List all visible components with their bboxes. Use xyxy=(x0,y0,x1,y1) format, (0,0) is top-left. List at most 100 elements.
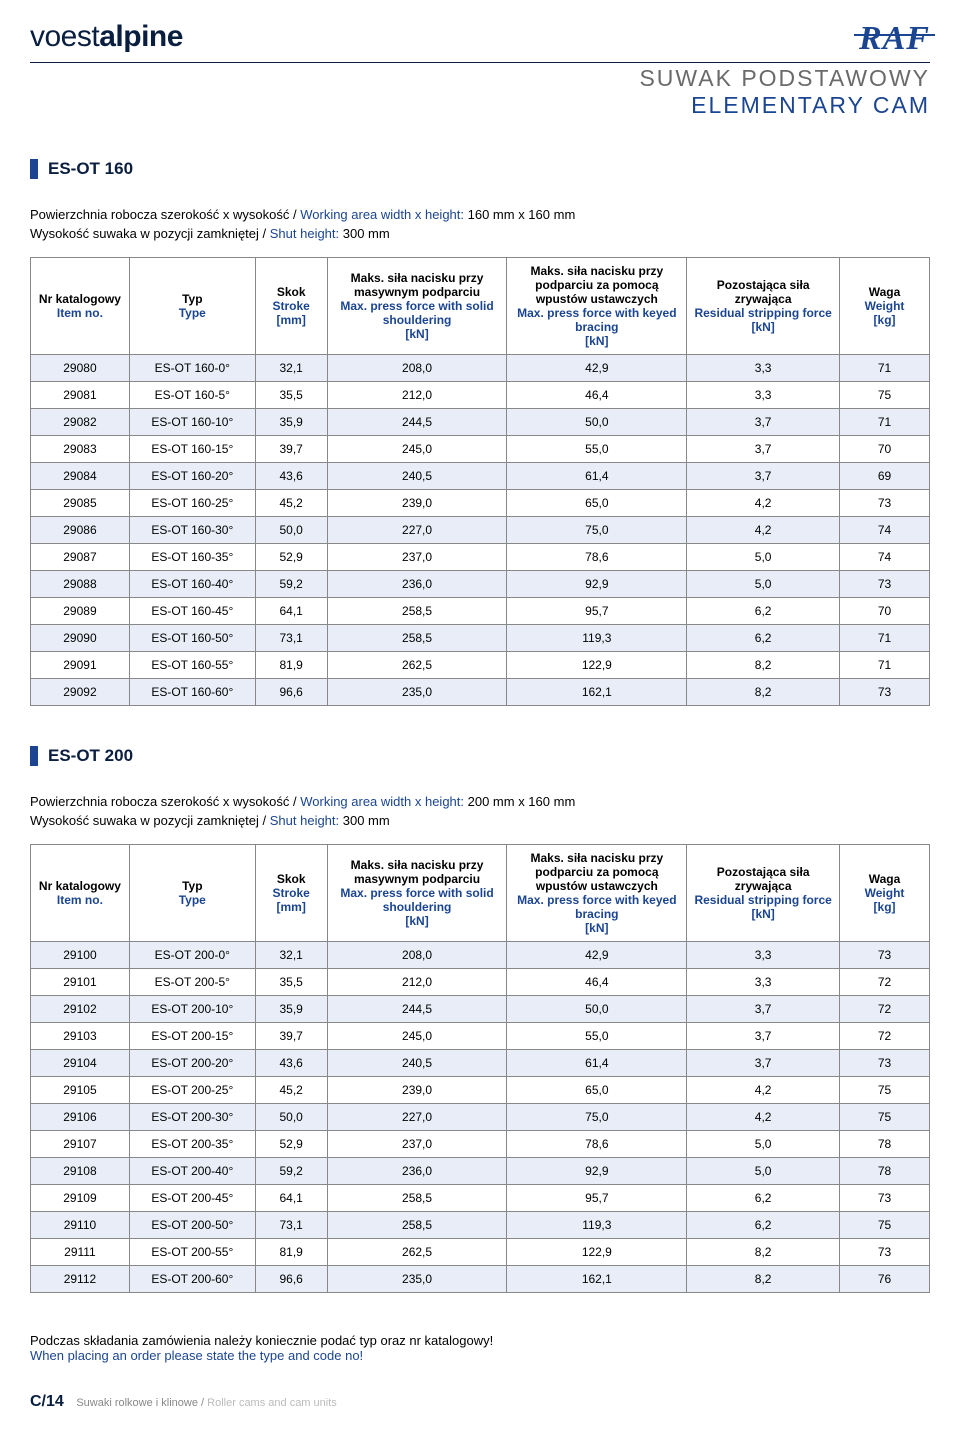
spec-block: Powierzchnia robocza szerokość x wysokoś… xyxy=(30,207,930,241)
table-cell: 64,1 xyxy=(255,598,327,625)
column-header: Pozostająca siła zrywającaResidual strip… xyxy=(687,845,840,942)
table-cell: 74 xyxy=(840,517,930,544)
table-cell: 29084 xyxy=(31,463,130,490)
table-cell: 35,9 xyxy=(255,409,327,436)
column-header: Nr katalogowyItem no. xyxy=(31,845,130,942)
table-cell: ES-OT 200-55° xyxy=(129,1239,255,1266)
table-cell: 29111 xyxy=(31,1239,130,1266)
order-footnote: Podczas składania zamówienia należy koni… xyxy=(30,1333,930,1363)
logo-part-a: voest xyxy=(30,20,99,53)
table-cell: 35,5 xyxy=(255,382,327,409)
table-cell: ES-OT 160-25° xyxy=(129,490,255,517)
table-row: 29086ES-OT 160-30°50,0227,075,04,274 xyxy=(31,517,930,544)
table-cell: 3,3 xyxy=(687,382,840,409)
table-cell: ES-OT 200-40° xyxy=(129,1158,255,1185)
table-cell: 55,0 xyxy=(507,1023,687,1050)
table-cell: 81,9 xyxy=(255,1239,327,1266)
table-cell: 50,0 xyxy=(507,996,687,1023)
table-cell: 29100 xyxy=(31,942,130,969)
header-rule xyxy=(30,62,930,63)
table-cell: 45,2 xyxy=(255,1077,327,1104)
column-header: Maks. siła nacisku przy podparciu za pom… xyxy=(507,845,687,942)
table-cell: 78,6 xyxy=(507,1131,687,1158)
table-cell: 75 xyxy=(840,1104,930,1131)
table-cell: 29105 xyxy=(31,1077,130,1104)
table-cell: ES-OT 200-5° xyxy=(129,969,255,996)
table-cell: 237,0 xyxy=(327,1131,507,1158)
table-cell: 227,0 xyxy=(327,1104,507,1131)
page-caption-pl: Suwaki rolkowe i klinowe / xyxy=(76,1397,207,1409)
table-cell: 95,7 xyxy=(507,598,687,625)
table-cell: 42,9 xyxy=(507,355,687,382)
table-cell: 92,9 xyxy=(507,571,687,598)
table-cell: ES-OT 160-0° xyxy=(129,355,255,382)
table-cell: 29106 xyxy=(31,1104,130,1131)
table-cell: 74 xyxy=(840,544,930,571)
table-cell: 72 xyxy=(840,996,930,1023)
table-cell: 122,9 xyxy=(507,652,687,679)
table-cell: 239,0 xyxy=(327,490,507,517)
table-cell: 4,2 xyxy=(687,490,840,517)
table-cell: 92,9 xyxy=(507,1158,687,1185)
table-cell: 75,0 xyxy=(507,517,687,544)
table-row: 29082ES-OT 160-10°35,9244,550,03,771 xyxy=(31,409,930,436)
table-cell: 29090 xyxy=(31,625,130,652)
table-cell: 73,1 xyxy=(255,625,327,652)
table-cell: 81,9 xyxy=(255,652,327,679)
table-cell: 208,0 xyxy=(327,355,507,382)
table-cell: 73 xyxy=(840,571,930,598)
table-cell: ES-OT 160-10° xyxy=(129,409,255,436)
column-header: Nr katalogowyItem no. xyxy=(31,258,130,355)
table-cell: 8,2 xyxy=(687,1239,840,1266)
table-cell: ES-OT 200-20° xyxy=(129,1050,255,1077)
table-cell: 75 xyxy=(840,1212,930,1239)
table-cell: 3,7 xyxy=(687,436,840,463)
column-header: Maks. siła nacisku przy podparciu za pom… xyxy=(507,258,687,355)
table-cell: 212,0 xyxy=(327,382,507,409)
table-cell: 73,1 xyxy=(255,1212,327,1239)
column-header: SkokStroke[mm] xyxy=(255,258,327,355)
table-cell: 162,1 xyxy=(507,679,687,706)
table-cell: 236,0 xyxy=(327,1158,507,1185)
table-row: 29103ES-OT 200-15°39,7245,055,03,772 xyxy=(31,1023,930,1050)
column-header: TypType xyxy=(129,845,255,942)
table-cell: ES-OT 160-5° xyxy=(129,382,255,409)
table-cell: 6,2 xyxy=(687,598,840,625)
table-cell: 29085 xyxy=(31,490,130,517)
section: ES-OT 200Powierzchnia robocza szerokość … xyxy=(30,746,930,1293)
table-cell: 262,5 xyxy=(327,652,507,679)
table-cell: 43,6 xyxy=(255,1050,327,1077)
table-cell: ES-OT 200-45° xyxy=(129,1185,255,1212)
table-cell: 6,2 xyxy=(687,625,840,652)
subtitle-block: SUWAK PODSTAWOWY ELEMENTARY CAM xyxy=(30,65,930,119)
table-cell: 46,4 xyxy=(507,969,687,996)
table-cell: ES-OT 200-30° xyxy=(129,1104,255,1131)
column-header: Maks. siła nacisku przy masywnym podparc… xyxy=(327,845,507,942)
table-cell: 5,0 xyxy=(687,1131,840,1158)
table-cell: 29088 xyxy=(31,571,130,598)
table-cell: ES-OT 200-10° xyxy=(129,996,255,1023)
table-cell: ES-OT 160-15° xyxy=(129,436,255,463)
table-cell: ES-OT 160-35° xyxy=(129,544,255,571)
table-cell: 122,9 xyxy=(507,1239,687,1266)
table-cell: 71 xyxy=(840,409,930,436)
table-cell: 6,2 xyxy=(687,1185,840,1212)
subtitle-en: ELEMENTARY CAM xyxy=(30,92,930,119)
table-cell: ES-OT 200-25° xyxy=(129,1077,255,1104)
table-cell: 29109 xyxy=(31,1185,130,1212)
logo-voestalpine: voestalpine xyxy=(30,20,183,54)
table-cell: 8,2 xyxy=(687,679,840,706)
spec-shut-height: Wysokość suwaka w pozycji zamkniętej / S… xyxy=(30,226,930,241)
table-cell: 3,7 xyxy=(687,1023,840,1050)
table-cell: 75 xyxy=(840,1077,930,1104)
table-cell: 208,0 xyxy=(327,942,507,969)
table-cell: 35,9 xyxy=(255,996,327,1023)
table-cell: 45,2 xyxy=(255,490,327,517)
table-row: 29109ES-OT 200-45°64,1258,595,76,273 xyxy=(31,1185,930,1212)
table-cell: 73 xyxy=(840,942,930,969)
table-row: 29110ES-OT 200-50°73,1258,5119,36,275 xyxy=(31,1212,930,1239)
table-cell: 29112 xyxy=(31,1266,130,1293)
table-cell: 73 xyxy=(840,490,930,517)
table-cell: 43,6 xyxy=(255,463,327,490)
table-cell: ES-OT 160-55° xyxy=(129,652,255,679)
